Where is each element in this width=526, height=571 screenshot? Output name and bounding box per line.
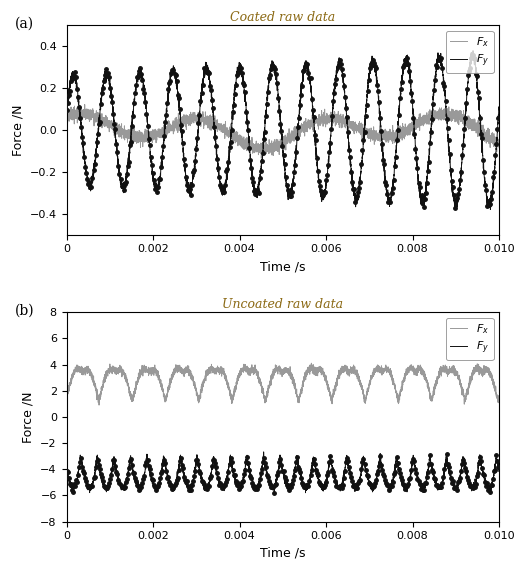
Y-axis label: Force /N: Force /N [22,391,35,443]
$F_x$ [229,395,235,401]
$F_y$ [142,99,148,106]
$F_x$ [386,129,392,136]
$F_x$ [496,144,502,151]
$F_x$ [323,372,329,379]
$F_y$ [419,194,426,200]
$F_y$ [496,468,502,475]
Legend: $F_x$, $F_y$: $F_x$, $F_y$ [446,31,493,73]
$F_x$ [63,395,69,401]
Line: $F_x$: $F_x$ [66,104,499,158]
$F_y$ [142,468,148,475]
Legend: $F_x$, $F_y$: $F_x$, $F_y$ [446,317,493,360]
$F_x$ [419,368,426,375]
Title: Uncoated raw data: Uncoated raw data [222,298,343,311]
X-axis label: Time /s: Time /s [260,547,306,560]
Text: (a): (a) [15,17,34,31]
$F_x$ [142,364,148,371]
$F_y$ [260,448,267,455]
Line: $F_y$: $F_y$ [66,51,499,210]
$F_y$ [470,47,476,54]
Text: (b): (b) [15,304,34,318]
$F_x$ [419,116,426,123]
$F_y$ [487,206,493,213]
$F_x$ [96,401,102,408]
X-axis label: Time /s: Time /s [260,260,306,273]
$F_y$ [386,486,392,493]
$F_y$ [63,468,69,475]
$F_x$ [258,155,265,162]
$F_y$ [345,461,351,468]
$F_x$ [142,126,148,132]
$F_y$ [302,489,309,496]
$F_x$ [345,367,351,373]
$F_y$ [323,479,329,486]
$F_x$ [323,115,329,122]
$F_y$ [63,106,69,113]
Title: Coated raw data: Coated raw data [230,11,336,24]
$F_y$ [496,106,502,113]
$F_y$ [419,488,426,494]
$F_x$ [308,360,315,367]
$F_x$ [496,395,502,402]
$F_x$ [82,101,88,108]
Line: $F_x$: $F_x$ [66,363,499,405]
$F_y$ [229,459,235,466]
$F_x$ [229,130,235,137]
$F_y$ [345,128,351,135]
$F_y$ [386,198,392,205]
$F_x$ [386,369,392,376]
Y-axis label: Force /N: Force /N [11,104,24,156]
$F_x$ [345,119,351,126]
$F_y$ [323,184,329,191]
Line: $F_y$: $F_y$ [66,452,499,493]
$F_y$ [229,125,235,132]
$F_x$ [63,113,69,120]
